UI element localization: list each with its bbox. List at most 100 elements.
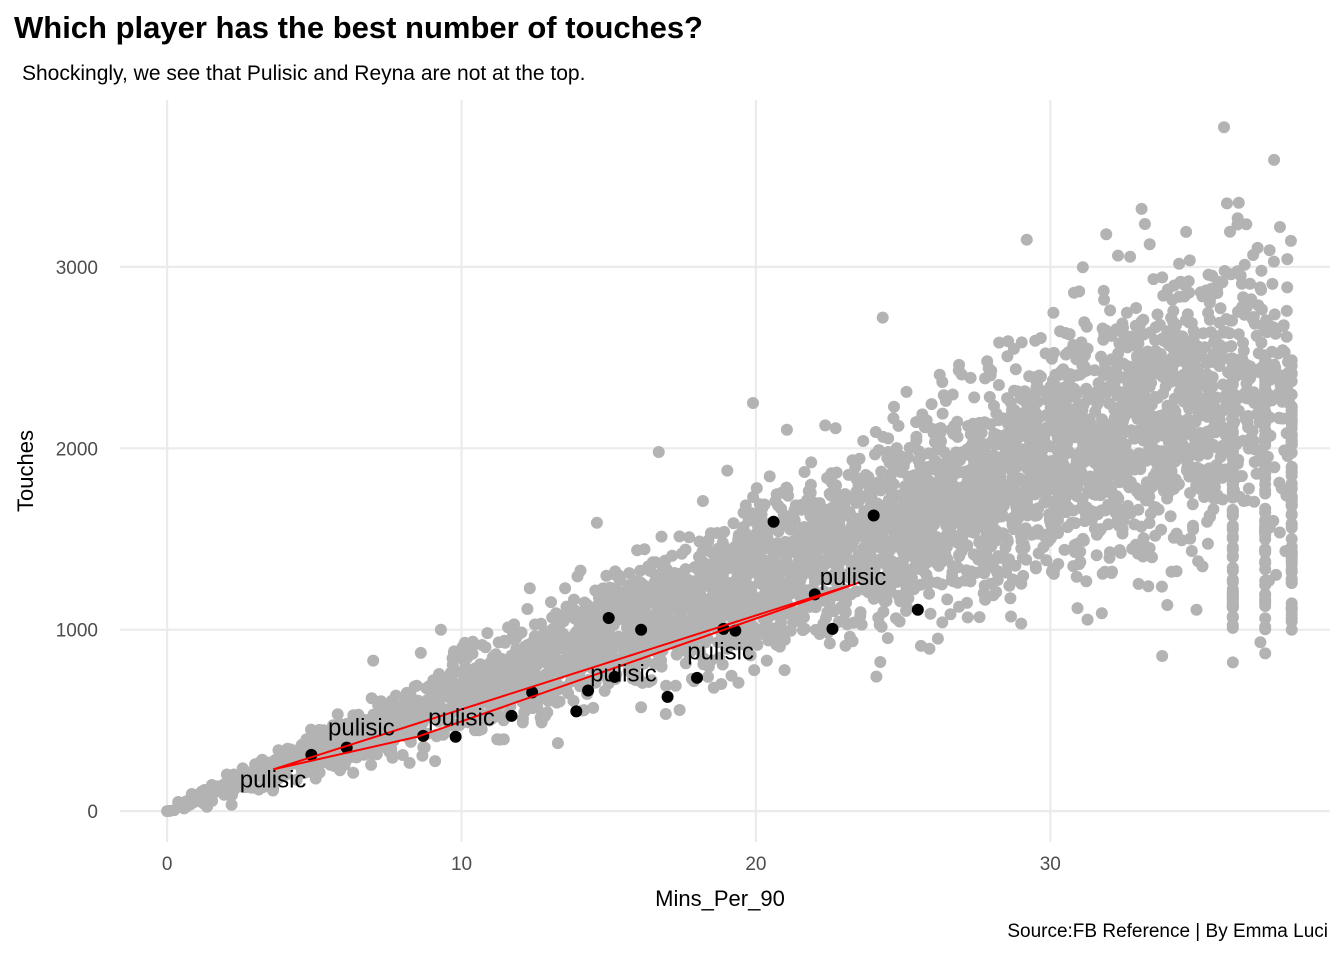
background-point	[680, 601, 693, 614]
background-point	[1136, 386, 1148, 399]
background-point	[1045, 476, 1058, 489]
highlight-point	[449, 730, 462, 743]
background-point	[1076, 261, 1089, 274]
background-point	[732, 529, 745, 542]
background-point	[1053, 432, 1066, 445]
background-point	[1080, 382, 1093, 395]
background-point	[1045, 423, 1058, 435]
background-point	[669, 679, 682, 692]
background-point	[528, 618, 541, 631]
background-point	[588, 626, 601, 639]
background-point	[648, 623, 661, 636]
background-point	[1184, 487, 1197, 499]
background-point	[245, 767, 258, 780]
background-point	[1186, 498, 1199, 511]
background-point	[561, 651, 574, 664]
background-point	[707, 681, 720, 694]
background-point	[987, 589, 1000, 602]
background-point	[1064, 368, 1077, 381]
background-point	[1226, 314, 1238, 327]
background-point	[414, 646, 427, 659]
background-point	[965, 482, 978, 495]
background-point	[1019, 406, 1032, 419]
chart-subtitle: Shockingly, we see that Pulisic and Reyn…	[22, 62, 586, 85]
background-point	[1067, 504, 1080, 517]
background-point	[773, 588, 786, 601]
background-point	[1206, 371, 1219, 384]
background-point	[365, 758, 378, 771]
background-point	[1240, 377, 1253, 390]
background-point	[864, 580, 877, 593]
highlight-point	[570, 705, 583, 718]
background-point	[899, 480, 912, 493]
background-point	[440, 690, 452, 703]
background-point	[977, 536, 990, 549]
background-point	[964, 440, 977, 453]
background-point	[1004, 592, 1017, 605]
background-point	[1119, 438, 1132, 451]
background-point	[935, 435, 947, 448]
background-point	[1217, 378, 1229, 391]
background-point	[1254, 636, 1267, 649]
background-point	[1232, 196, 1245, 209]
background-point	[1247, 249, 1260, 261]
background-point	[281, 742, 294, 755]
background-point	[880, 553, 893, 566]
background-point	[642, 560, 655, 573]
background-point	[653, 654, 666, 667]
background-point	[1145, 453, 1158, 466]
background-point	[958, 574, 971, 587]
highlight-point	[635, 623, 648, 636]
background-point	[1034, 332, 1047, 344]
background-point	[1212, 407, 1225, 420]
background-point	[1046, 521, 1059, 534]
background-point	[205, 779, 218, 791]
background-point	[923, 587, 936, 600]
background-point	[940, 477, 953, 490]
background-point	[1190, 474, 1203, 487]
background-point	[1285, 597, 1298, 610]
background-point	[1259, 516, 1272, 528]
background-point	[626, 586, 639, 599]
background-point	[992, 476, 1005, 489]
background-point	[847, 616, 860, 629]
background-point	[640, 609, 653, 622]
background-point	[272, 744, 285, 757]
background-point	[1084, 475, 1096, 488]
background-point	[1102, 518, 1115, 531]
background-point	[914, 451, 927, 463]
background-point	[807, 513, 820, 525]
highlight-point	[867, 509, 880, 522]
background-point	[448, 645, 461, 658]
background-point	[1015, 336, 1028, 349]
point-label: pulisic	[687, 639, 754, 666]
background-point	[267, 782, 279, 795]
background-point	[1285, 558, 1298, 571]
background-point	[938, 446, 951, 459]
background-point	[718, 525, 731, 538]
background-point	[888, 566, 901, 579]
background-point	[1259, 359, 1272, 372]
background-point	[907, 548, 920, 561]
background-point	[924, 607, 937, 620]
background-point	[1166, 480, 1179, 493]
background-point	[1133, 371, 1146, 384]
background-point	[1179, 349, 1192, 362]
background-point	[1000, 566, 1013, 579]
background-point	[1245, 293, 1258, 306]
background-point	[218, 788, 231, 801]
background-point	[696, 545, 709, 558]
background-point	[900, 385, 913, 398]
background-point	[1248, 396, 1261, 409]
background-point	[1246, 313, 1259, 326]
background-point	[901, 602, 914, 615]
background-point	[1259, 436, 1272, 449]
background-point	[1130, 302, 1143, 314]
background-point	[652, 445, 665, 458]
background-point	[1259, 487, 1272, 500]
background-point	[1144, 481, 1157, 494]
background-point	[805, 535, 818, 548]
background-point	[953, 600, 965, 613]
background-point	[1209, 330, 1222, 343]
y-tick-label: 0	[87, 802, 98, 823]
